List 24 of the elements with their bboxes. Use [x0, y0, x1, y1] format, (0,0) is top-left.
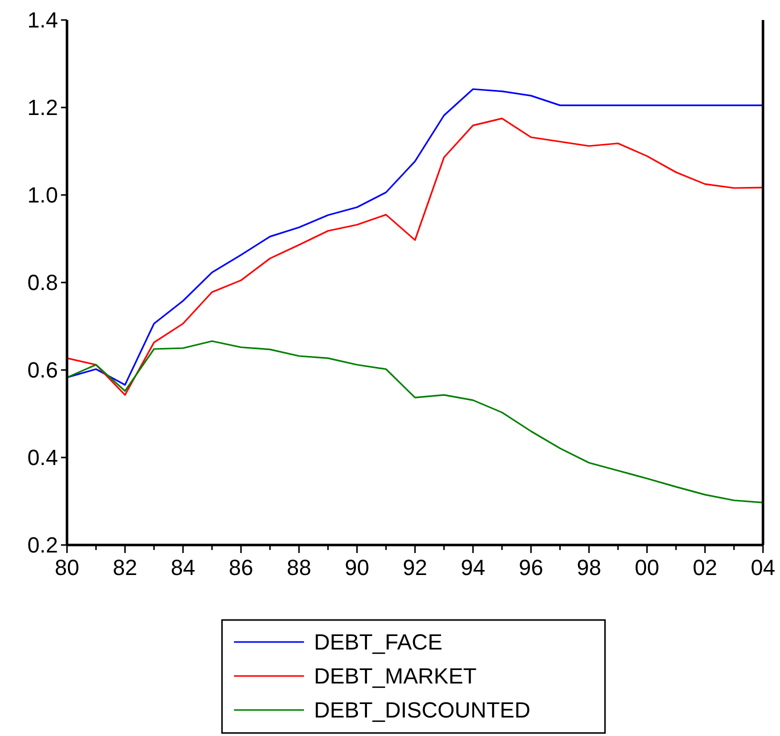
y-tick-label: 1.0 [27, 182, 58, 208]
legend-label: DEBT_MARKET [314, 664, 477, 689]
x-tick-label: 92 [402, 555, 428, 580]
legend-label: DEBT_DISCOUNTED [314, 698, 530, 723]
legend-label: DEBT_FACE [314, 630, 442, 655]
y-tick-label: 0.2 [27, 532, 58, 558]
x-tick-label: 04 [750, 555, 776, 580]
x-tick-label: 82 [112, 555, 138, 580]
x-tick-label: 96 [518, 555, 544, 580]
x-tick-label: 98 [576, 555, 602, 580]
y-tick-label: 0.6 [27, 358, 58, 383]
x-tick-label: 86 [228, 555, 254, 580]
x-tick-label: 00 [634, 555, 660, 580]
x-tick-label: 80 [54, 555, 80, 580]
y-tick-label: 0.8 [27, 270, 58, 296]
y-tick-label: 1.4 [27, 8, 58, 33]
line-series [67, 340, 763, 504]
x-tick-label: 84 [170, 555, 196, 580]
x-tick-label: 88 [286, 555, 312, 580]
x-tick-label: 94 [460, 555, 486, 580]
y-tick-label: 0.4 [27, 445, 58, 470]
y-tick-label: 1.2 [27, 95, 58, 120]
x-tick-label: 90 [344, 555, 370, 580]
x-tick-label: 02 [692, 555, 718, 580]
